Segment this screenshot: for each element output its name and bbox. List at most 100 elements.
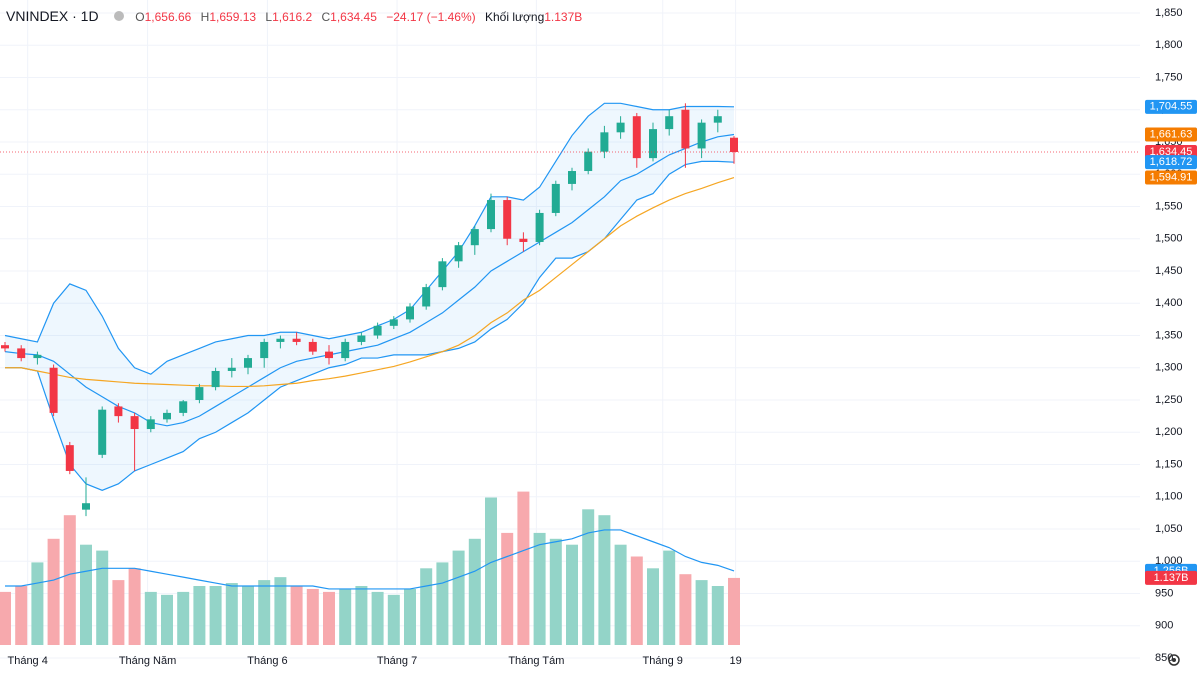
change: −24.17 (−1.46%) bbox=[386, 10, 476, 24]
volume-bar bbox=[582, 509, 595, 645]
x-tick-label: Tháng 4 bbox=[7, 655, 47, 667]
status-dot[interactable] bbox=[113, 11, 124, 21]
candle-body bbox=[114, 406, 123, 417]
band-middle bbox=[4, 133, 735, 427]
price-label-text: 1,634.45 bbox=[1150, 146, 1193, 158]
price-label-text: 1,618.72 bbox=[1150, 156, 1193, 168]
volume-bar bbox=[436, 562, 449, 645]
volume-bar bbox=[274, 577, 287, 645]
volume-bar bbox=[80, 544, 92, 645]
y-tick-label: 1,250 bbox=[1155, 394, 1183, 406]
candle-body bbox=[179, 401, 188, 413]
candle-body bbox=[82, 503, 90, 510]
candle-body bbox=[454, 245, 463, 262]
volume-bar bbox=[371, 591, 384, 645]
band-upper bbox=[4, 102, 735, 375]
volume-bar bbox=[387, 594, 400, 645]
candle-body bbox=[389, 319, 398, 326]
candle-body bbox=[470, 229, 479, 246]
candle-body bbox=[1, 345, 9, 349]
y-tick-label: 1,350 bbox=[1155, 329, 1183, 341]
volume-bar bbox=[679, 574, 692, 645]
volume-bar bbox=[468, 538, 481, 645]
low: 1,616.2 bbox=[272, 10, 313, 24]
candle-body bbox=[730, 137, 738, 153]
price-label-box bbox=[1145, 127, 1197, 142]
volume-bar bbox=[355, 586, 368, 645]
settings-icon[interactable] bbox=[1166, 652, 1182, 668]
candle-body bbox=[308, 341, 317, 352]
y-tick-label: 950 bbox=[1155, 587, 1173, 599]
price-label: 1.137B bbox=[1145, 570, 1197, 585]
open: 1,656.66 bbox=[144, 10, 192, 24]
price-label-box bbox=[1145, 99, 1197, 114]
band-fill bbox=[5, 103, 734, 491]
volume-bar bbox=[452, 550, 465, 645]
volume-bar bbox=[258, 580, 271, 645]
price-label: 1,618.72 bbox=[1145, 155, 1197, 170]
y-tick-label: 1,400 bbox=[1155, 297, 1183, 309]
volume-bar bbox=[209, 586, 222, 645]
candle-body bbox=[276, 338, 285, 342]
volume-bar bbox=[63, 515, 76, 645]
candle-body bbox=[535, 212, 544, 242]
c-label: C bbox=[321, 10, 331, 24]
y-tick-label: 1,750 bbox=[1155, 71, 1183, 83]
candle-body bbox=[519, 238, 528, 242]
volume-bar bbox=[728, 577, 740, 645]
candle-body bbox=[665, 116, 674, 130]
volume-bar bbox=[47, 538, 60, 645]
candle-body bbox=[616, 122, 625, 133]
price-label-box bbox=[1145, 155, 1197, 170]
volume-bar bbox=[533, 532, 546, 645]
volume-bar bbox=[566, 544, 578, 645]
candle-body bbox=[211, 370, 220, 388]
volume-bar bbox=[225, 583, 238, 645]
volume-bar bbox=[711, 586, 724, 645]
candle-body bbox=[146, 419, 155, 430]
candle-body bbox=[600, 132, 609, 152]
volume-bar bbox=[177, 591, 190, 645]
volume-ma-line bbox=[5, 529, 735, 590]
price-label-text: 1,661.63 bbox=[1150, 128, 1193, 140]
volume-bar bbox=[193, 586, 206, 645]
close: 1,634.45 bbox=[330, 10, 377, 24]
candle-body bbox=[406, 306, 414, 320]
x-tick-label: Tháng Tám bbox=[508, 655, 564, 667]
y-tick-label: 1,200 bbox=[1155, 426, 1183, 438]
candle-body bbox=[325, 351, 333, 359]
x-tick-label: 19 bbox=[729, 655, 741, 667]
candle-body bbox=[681, 109, 690, 149]
legend-header: VNINDEX · 1D O1,656.66 H1,659.13 L1,616.… bbox=[6, 8, 588, 24]
candle-body bbox=[697, 122, 706, 149]
candle-body bbox=[422, 287, 431, 307]
volume-bar bbox=[485, 497, 497, 645]
candle-body bbox=[65, 445, 74, 471]
price-label: 1,704.55 bbox=[1145, 99, 1197, 114]
ma-line bbox=[5, 176, 735, 388]
candle-body bbox=[195, 387, 204, 400]
volume-bar bbox=[630, 556, 643, 645]
y-tick-label: 1,450 bbox=[1155, 265, 1183, 277]
candle-body bbox=[292, 338, 301, 342]
price-label-text: 1,704.55 bbox=[1150, 101, 1193, 113]
volume-bar bbox=[339, 588, 352, 645]
h-label: H bbox=[200, 10, 210, 24]
candle-body bbox=[487, 200, 495, 230]
candle-body bbox=[568, 171, 576, 184]
y-tick-label: 900 bbox=[1155, 620, 1173, 632]
price-label-box bbox=[1145, 170, 1197, 185]
candle-body bbox=[163, 412, 171, 420]
volume-bar bbox=[242, 586, 254, 645]
volume-bar bbox=[323, 591, 335, 645]
y-tick-label: 1,150 bbox=[1155, 458, 1183, 470]
candle-body bbox=[49, 367, 58, 413]
volume-bar bbox=[695, 580, 708, 645]
volume-bar bbox=[0, 591, 11, 645]
price-label-text: 1,594.91 bbox=[1150, 171, 1193, 183]
candle-body bbox=[17, 348, 26, 359]
volume-bar bbox=[96, 550, 109, 645]
x-tick-label: Tháng 9 bbox=[643, 655, 683, 667]
candle-body bbox=[713, 116, 722, 123]
